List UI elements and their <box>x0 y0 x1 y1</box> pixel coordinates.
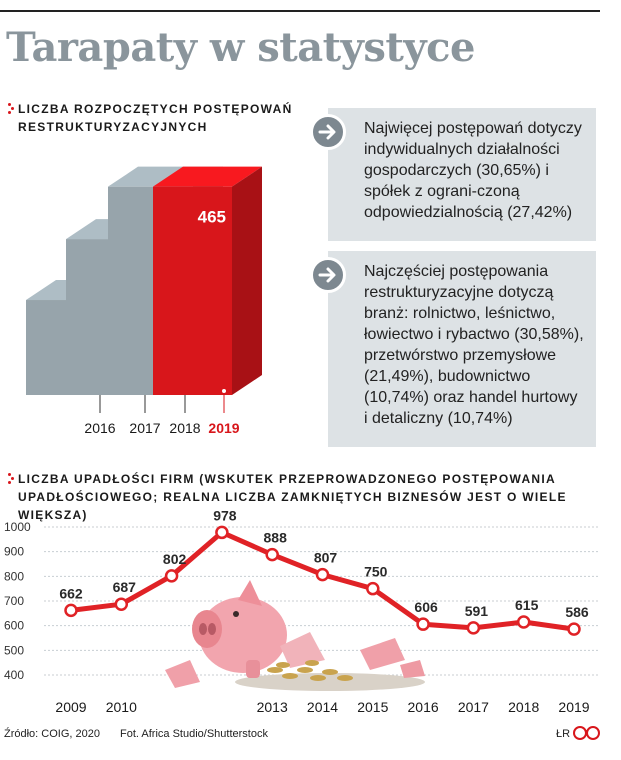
x-tick-label: 2009 <box>55 699 86 715</box>
piggy-bank-photo <box>165 580 425 691</box>
x-tick-label: 2016 <box>84 420 115 436</box>
data-label: 615 <box>515 597 539 613</box>
source-note: Źródło: COIG, 2020 <box>4 728 100 740</box>
x-tick-label: 2017 <box>129 420 160 436</box>
data-point <box>366 581 380 596</box>
info-box-2: Najczęściej postępowania restrukturyzacy… <box>310 251 596 447</box>
x-tick-label: 2015 <box>357 699 388 715</box>
y-tick-label: 500 <box>4 643 24 657</box>
data-label: 802 <box>163 551 187 567</box>
page-title: Tarapaty w statystyce <box>6 24 475 71</box>
data-label: 591 <box>465 603 489 619</box>
data-point <box>64 603 78 618</box>
x-tick-label: 2018 <box>169 420 200 436</box>
info-box-1-text: Najwięcej postępowań dotyczy indywidualn… <box>364 120 582 221</box>
y-tick-label: 1000 <box>4 520 31 534</box>
x-tick-label: 2016 <box>408 699 439 715</box>
bullet-dots-icon <box>8 473 14 485</box>
x-tick-label: 2010 <box>106 699 137 715</box>
data-point <box>265 547 279 562</box>
x-tick-label: 2019 <box>558 699 589 715</box>
data-label: 662 <box>59 585 83 601</box>
x-tick-label: 2019 <box>208 420 239 436</box>
bar-chart-heading-text: Liczba rozpoczętych postępowań restruktu… <box>18 102 293 134</box>
x-tick-label: 2014 <box>307 699 338 715</box>
top-rule <box>0 10 600 12</box>
data-point <box>215 525 229 540</box>
data-point <box>315 567 330 582</box>
line-chart-heading: Liczba upadłości firm (wskutek przeprowa… <box>8 470 618 524</box>
data-label: 807 <box>314 550 338 566</box>
data-label: 888 <box>264 530 288 546</box>
y-tick-label: 600 <box>4 619 24 633</box>
x-tick-label: 2013 <box>257 699 288 715</box>
data-point <box>164 569 179 583</box>
data-label: 687 <box>113 579 137 595</box>
info-box-1: Najwięcej postępowań dotyczy indywidualn… <box>310 108 596 241</box>
author-initials: ŁR <box>556 728 571 740</box>
data-point <box>567 622 581 636</box>
data-label: 750 <box>364 564 388 580</box>
data-point <box>516 615 531 629</box>
arrow-right-circle-icon <box>310 114 346 150</box>
y-tick-label: 400 <box>4 668 24 682</box>
line-chart-heading-text: Liczba upadłości firm (wskutek przeprowa… <box>18 472 567 522</box>
bar <box>153 166 262 395</box>
bar-value-label: 465 <box>198 208 226 227</box>
data-point <box>416 617 430 631</box>
photo-credit: Fot. Africa Studio/Shutterstock <box>120 728 268 740</box>
cp-logo <box>573 726 600 740</box>
arrow-right-circle-icon <box>310 257 346 293</box>
data-point <box>114 597 129 611</box>
x-tick-label: 2017 <box>458 699 489 715</box>
bar-chart-heading: Liczba rozpoczętych postępowań restruktu… <box>8 100 318 136</box>
x-tick-label: 2018 <box>508 699 539 715</box>
data-label: 586 <box>565 604 589 620</box>
data-label: 978 <box>213 510 237 523</box>
info-box-2-text: Najczęściej postępowania restrukturyzacy… <box>364 263 584 427</box>
line-chart: 400 500 600 700 800 900 1000 662 2009 687 2010 802 9… <box>4 510 600 715</box>
data-point <box>466 621 481 635</box>
bar-chart: 2122016348201746520184652019 <box>26 166 262 436</box>
y-tick-label: 900 <box>4 545 24 559</box>
data-label: 606 <box>414 599 438 615</box>
y-tick-label: 700 <box>4 594 24 608</box>
y-tick-label: 800 <box>4 569 24 583</box>
bullet-dots-icon <box>8 103 14 115</box>
